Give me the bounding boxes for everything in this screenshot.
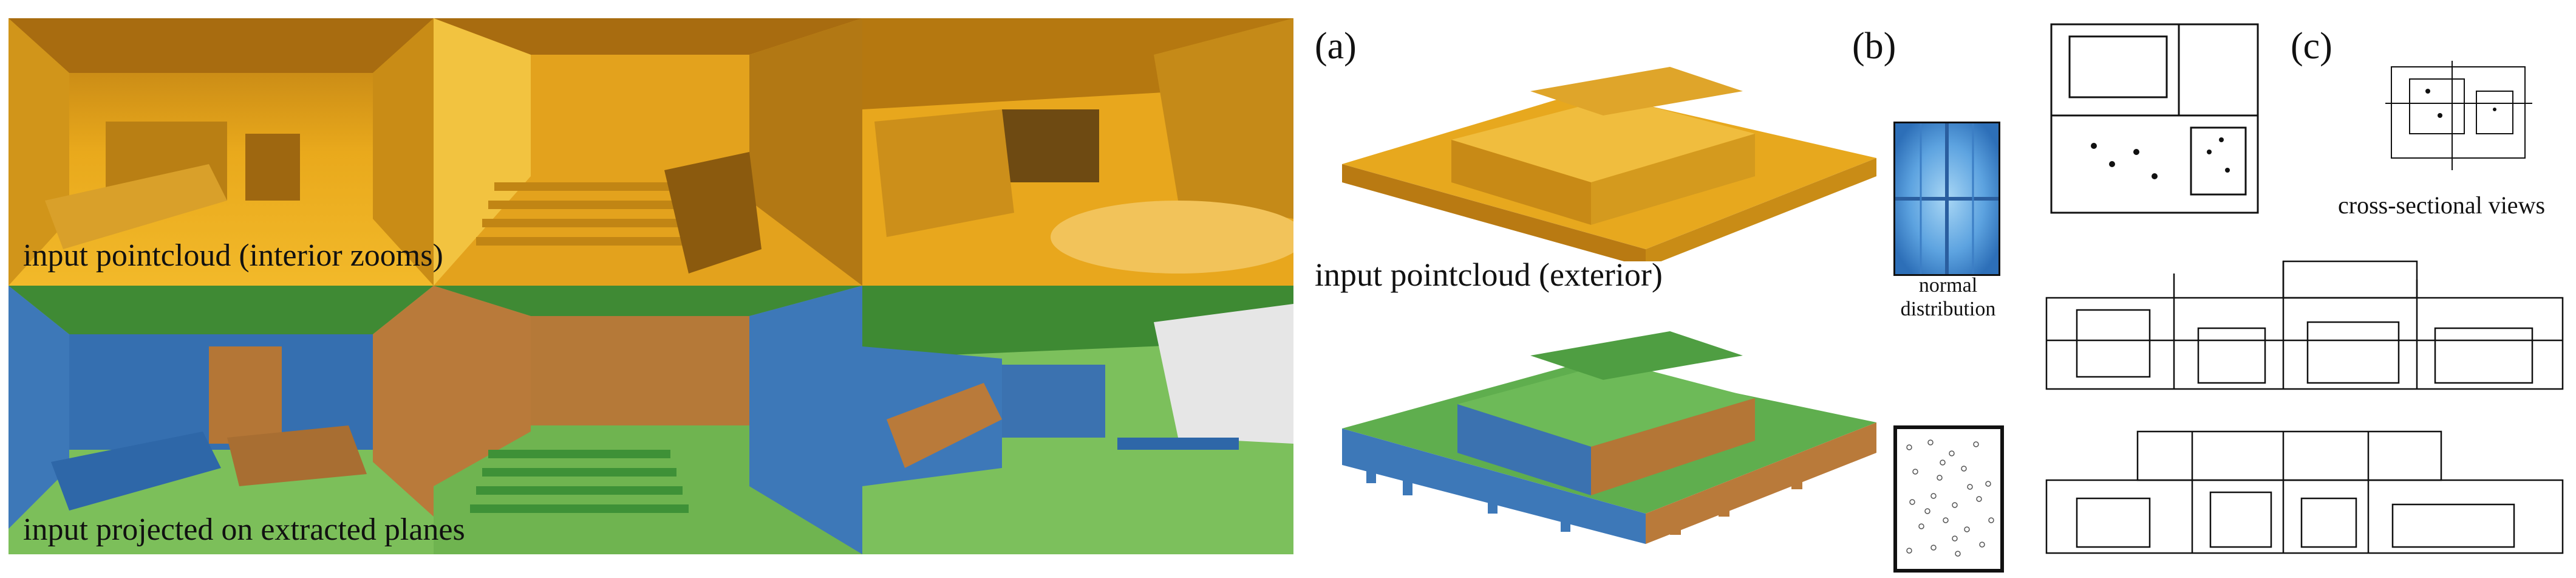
sample-points-map [1893, 425, 2004, 573]
cross-sectional-views-caption: cross-sectional views [2338, 191, 2546, 219]
normal-distribution-caption-line2: distribution [1900, 298, 1996, 321]
exterior-pointcloud-render [1330, 67, 1895, 261]
floorplan-section-topleft [2045, 18, 2264, 219]
plane-render-bottom-3 [862, 286, 1293, 554]
panel-b-letter: (b) [1852, 26, 1896, 67]
exterior-pointcloud-caption: input pointcloud (exterior) [1315, 256, 1663, 293]
normal-distribution-caption-line1: normal [1918, 274, 1978, 297]
interior-zooms-caption: input pointcloud (interior zooms) [23, 238, 443, 273]
projected-planes-caption: input projected on extracted planes [23, 512, 465, 547]
floorplan-section-middle [2040, 255, 2569, 395]
normal-distribution-caption: normal distribution [1875, 274, 2021, 321]
floorplan-section-bottom [2040, 419, 2569, 559]
exterior-planes-render [1330, 325, 1895, 556]
interior-render-top-1 [9, 18, 434, 286]
plane-render-bottom-2 [434, 286, 862, 554]
plane-render-bottom-1 [9, 286, 434, 554]
normal-distribution-map [1893, 122, 2000, 276]
panel-a-letter: (a) [1315, 26, 1357, 67]
interior-render-top-3 [862, 18, 1293, 286]
panel-c-letter: (c) [2291, 26, 2332, 67]
interior-render-top-2 [434, 18, 862, 286]
floorplan-section-topright [2379, 55, 2538, 176]
